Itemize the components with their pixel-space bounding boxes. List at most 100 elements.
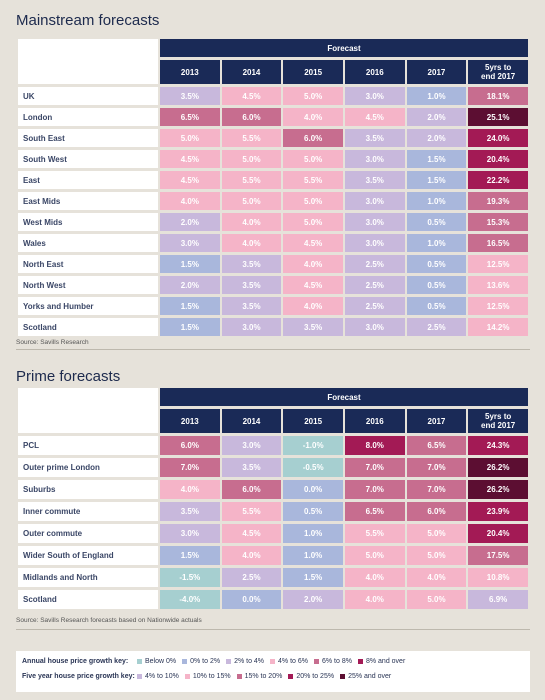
table-row: Wider South of England 1.5% 4.0% 1.0% 5.0% 5.… — [18, 546, 528, 565]
forecast-value-cell: 0.0% — [221, 590, 282, 609]
forecast-value-cell: 4.0% — [283, 297, 343, 315]
forecast-value-cell: 4.0% — [344, 568, 405, 587]
forecast-value-cell: 5.0% — [406, 546, 467, 565]
key-item-label: 25% and over — [348, 673, 392, 680]
key-item: 10% to 15% — [184, 673, 231, 680]
forecast-value-cell: 3.0% — [160, 524, 220, 543]
forecast-value-cell: 3.5% — [160, 502, 220, 521]
forecast-value-cell: 6.0% — [283, 129, 343, 147]
forecast-value-cell: 5.0% — [160, 129, 220, 147]
region-label: Midlands and North — [18, 568, 158, 587]
forecast-value-cell: 20.4% — [468, 524, 528, 543]
region-label: UK — [18, 87, 158, 105]
forecast-value-cell: 6.0% — [160, 436, 220, 455]
forecast-value-cell: -4.0% — [160, 590, 220, 609]
forecast-value-cell: 1.0% — [283, 546, 343, 565]
forecast-value-cell: 2.0% — [406, 108, 467, 126]
key-item-label: 20% to 25% — [296, 673, 335, 680]
forecast-value-cell: 12.5% — [468, 255, 528, 273]
key-item: 20% to 25% — [288, 673, 334, 680]
forecast-value-cell: 6.0% — [221, 480, 282, 499]
forecast-value-cell: 5.0% — [406, 524, 467, 543]
color-swatch-icon — [357, 658, 363, 664]
key-item-label: 10% to 15% — [192, 673, 231, 680]
key-item: 15% to 20% — [236, 673, 282, 680]
forecast-value-cell: 2.0% — [283, 590, 343, 609]
forecast-value-cell: 6.0% — [406, 502, 467, 521]
forecast-value-cell: 2.5% — [344, 276, 405, 294]
forecast-value-cell: 5.5% — [221, 171, 282, 189]
table-row: PCL 6.0% 3.0% -1.0% 8.0% 6.5% 24.3% — [18, 436, 528, 455]
forecast-value-cell: 4.0% — [221, 546, 282, 565]
forecast-value-cell: 5.0% — [221, 150, 282, 168]
section-divider — [16, 349, 530, 350]
table-row: London 6.5% 6.0% 4.0% 4.5% 2.0% 25.1% — [18, 108, 528, 126]
region-label: East — [18, 171, 158, 189]
forecast-value-cell: 0.5% — [283, 502, 343, 521]
forecast-value-cell: 24.0% — [468, 129, 528, 147]
region-label: North West — [18, 276, 158, 294]
forecast-value-cell: 1.5% — [160, 318, 220, 336]
forecast-value-cell: 2.5% — [406, 318, 467, 336]
forecast-value-cell: 2.0% — [160, 213, 220, 231]
forecast-value-cell: 7.0% — [406, 458, 467, 477]
forecast-value-cell: 1.0% — [283, 524, 343, 543]
forecast-value-cell: 3.5% — [283, 318, 343, 336]
region-label: South East — [18, 129, 158, 147]
key-item: Below 0% — [136, 658, 176, 665]
column-header: 2014 — [221, 409, 282, 433]
forecast-value-cell: 26.2% — [468, 458, 528, 477]
key-item-label: 6% to 8% — [322, 658, 352, 665]
forecast-value-cell: 3.0% — [160, 234, 220, 252]
column-header: 2016 — [344, 60, 405, 84]
forecast-value-cell: 2.5% — [221, 568, 282, 587]
forecast-value-cell: 3.0% — [221, 318, 282, 336]
table-row: North West 2.0% 3.5% 4.5% 2.5% 0.5% 13.6% — [18, 276, 528, 294]
color-swatch-icon — [184, 673, 190, 679]
column-header: 2015 — [283, 409, 343, 433]
forecast-value-cell: 1.5% — [283, 568, 343, 587]
table-row: Yorks and Humber 1.5% 3.5% 4.0% 2.5% 0.5% 12.5… — [18, 297, 528, 315]
color-swatch-icon — [236, 673, 242, 679]
annual-growth-key: Annual house price growth key: Below 0% 0… — [22, 658, 411, 665]
forecast-value-cell: 3.0% — [344, 234, 405, 252]
forecast-value-cell: 6.5% — [344, 502, 405, 521]
color-swatch-icon — [340, 673, 346, 679]
column-header: 2017 — [406, 60, 467, 84]
forecast-value-cell: 4.0% — [160, 480, 220, 499]
forecast-value-cell: 0.5% — [406, 297, 467, 315]
key-item: 0% to 2% — [182, 658, 220, 665]
key-item: 25% and over — [340, 673, 391, 680]
forecast-value-cell: 14.2% — [468, 318, 528, 336]
mainstream-forecast-table: Forecast 2013 2014 2015 2016 2017 5yrs to end 2… — [16, 36, 530, 339]
forecast-value-cell: 1.0% — [406, 192, 467, 210]
forecast-value-cell: 4.0% — [160, 192, 220, 210]
color-swatch-icon — [314, 658, 319, 664]
forecast-value-cell: 3.5% — [221, 276, 282, 294]
key-item: 4% to 10% — [136, 673, 179, 680]
region-label: Outer prime London — [18, 458, 158, 477]
region-label: North East — [18, 255, 158, 273]
forecast-value-cell: 7.0% — [160, 458, 220, 477]
forecast-value-cell: 4.5% — [283, 234, 343, 252]
forecast-value-cell: 4.0% — [221, 234, 282, 252]
growth-key-panel: Annual house price growth key: Below 0% 0… — [16, 651, 530, 692]
forecast-value-cell: -1.5% — [160, 568, 220, 587]
mainstream-source: Source: Savills Research — [16, 339, 89, 346]
key-item-label: 8% and over — [365, 658, 406, 665]
forecast-value-cell: 16.5% — [468, 234, 528, 252]
forecast-value-cell: 3.0% — [344, 192, 405, 210]
forecast-value-cell: 1.5% — [160, 255, 220, 273]
forecast-value-cell: 6.0% — [221, 108, 282, 126]
table-row: North East 1.5% 3.5% 4.0% 2.5% 0.5% 12.5% — [18, 255, 528, 273]
forecast-value-cell: 2.0% — [160, 276, 220, 294]
prime-title: Prime forecasts — [16, 368, 121, 385]
forecast-value-cell: 1.5% — [160, 546, 220, 565]
table-row: East Mids 4.0% 5.0% 5.0% 3.0% 1.0% 19.3% — [18, 192, 528, 210]
table-row: West Mids 2.0% 4.0% 5.0% 3.0% 0.5% 15.3% — [18, 213, 528, 231]
table-row: UK 3.5% 4.5% 5.0% 3.0% 1.0% 18.1% — [18, 87, 528, 105]
forecast-value-cell: 4.5% — [344, 108, 405, 126]
five-year-key-label: Five year house price growth key: — [22, 673, 135, 680]
column-header: 2013 — [160, 60, 220, 84]
forecast-value-cell: 3.5% — [160, 87, 220, 105]
